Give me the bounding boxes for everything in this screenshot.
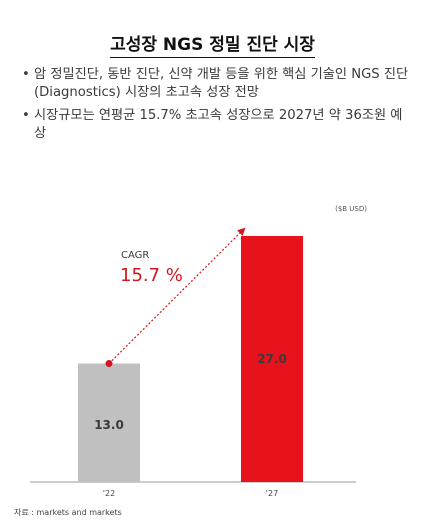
cagr-start-dot [105,360,113,368]
cagr-label: CAGR [121,250,149,261]
bullet-item: • 암 정밀진단, 동반 진단, 신약 개발 등을 위한 핵심 기술인 NGS 진… [22,67,409,100]
bar-0 [78,363,140,482]
bar-value-label: 27.0 [257,352,287,366]
bullet-list: • 암 정밀진단, 동반 진단, 신약 개발 등을 위한 핵심 기술인 NGS 진… [22,66,414,148]
page-title: 고성장 NGS 정밀 진단 시장 [0,30,425,58]
x-tick-label: '22 [103,489,115,498]
bullet-item: • 시장규모는 연평균 15.7% 초고속 성장으로 2027년 약 36조원 예… [22,108,403,141]
cagr-value: 15.7 % [120,265,183,286]
x-tick-label: '27 [266,489,278,498]
source-note: 자료 : markets and markets [14,508,122,517]
bar-value-label: 13.0 [94,418,124,432]
bullet-marker: • [22,67,30,82]
bullet-marker: • [22,108,30,123]
unit-label: ($B USD) [335,205,367,213]
bar-1 [241,236,303,482]
